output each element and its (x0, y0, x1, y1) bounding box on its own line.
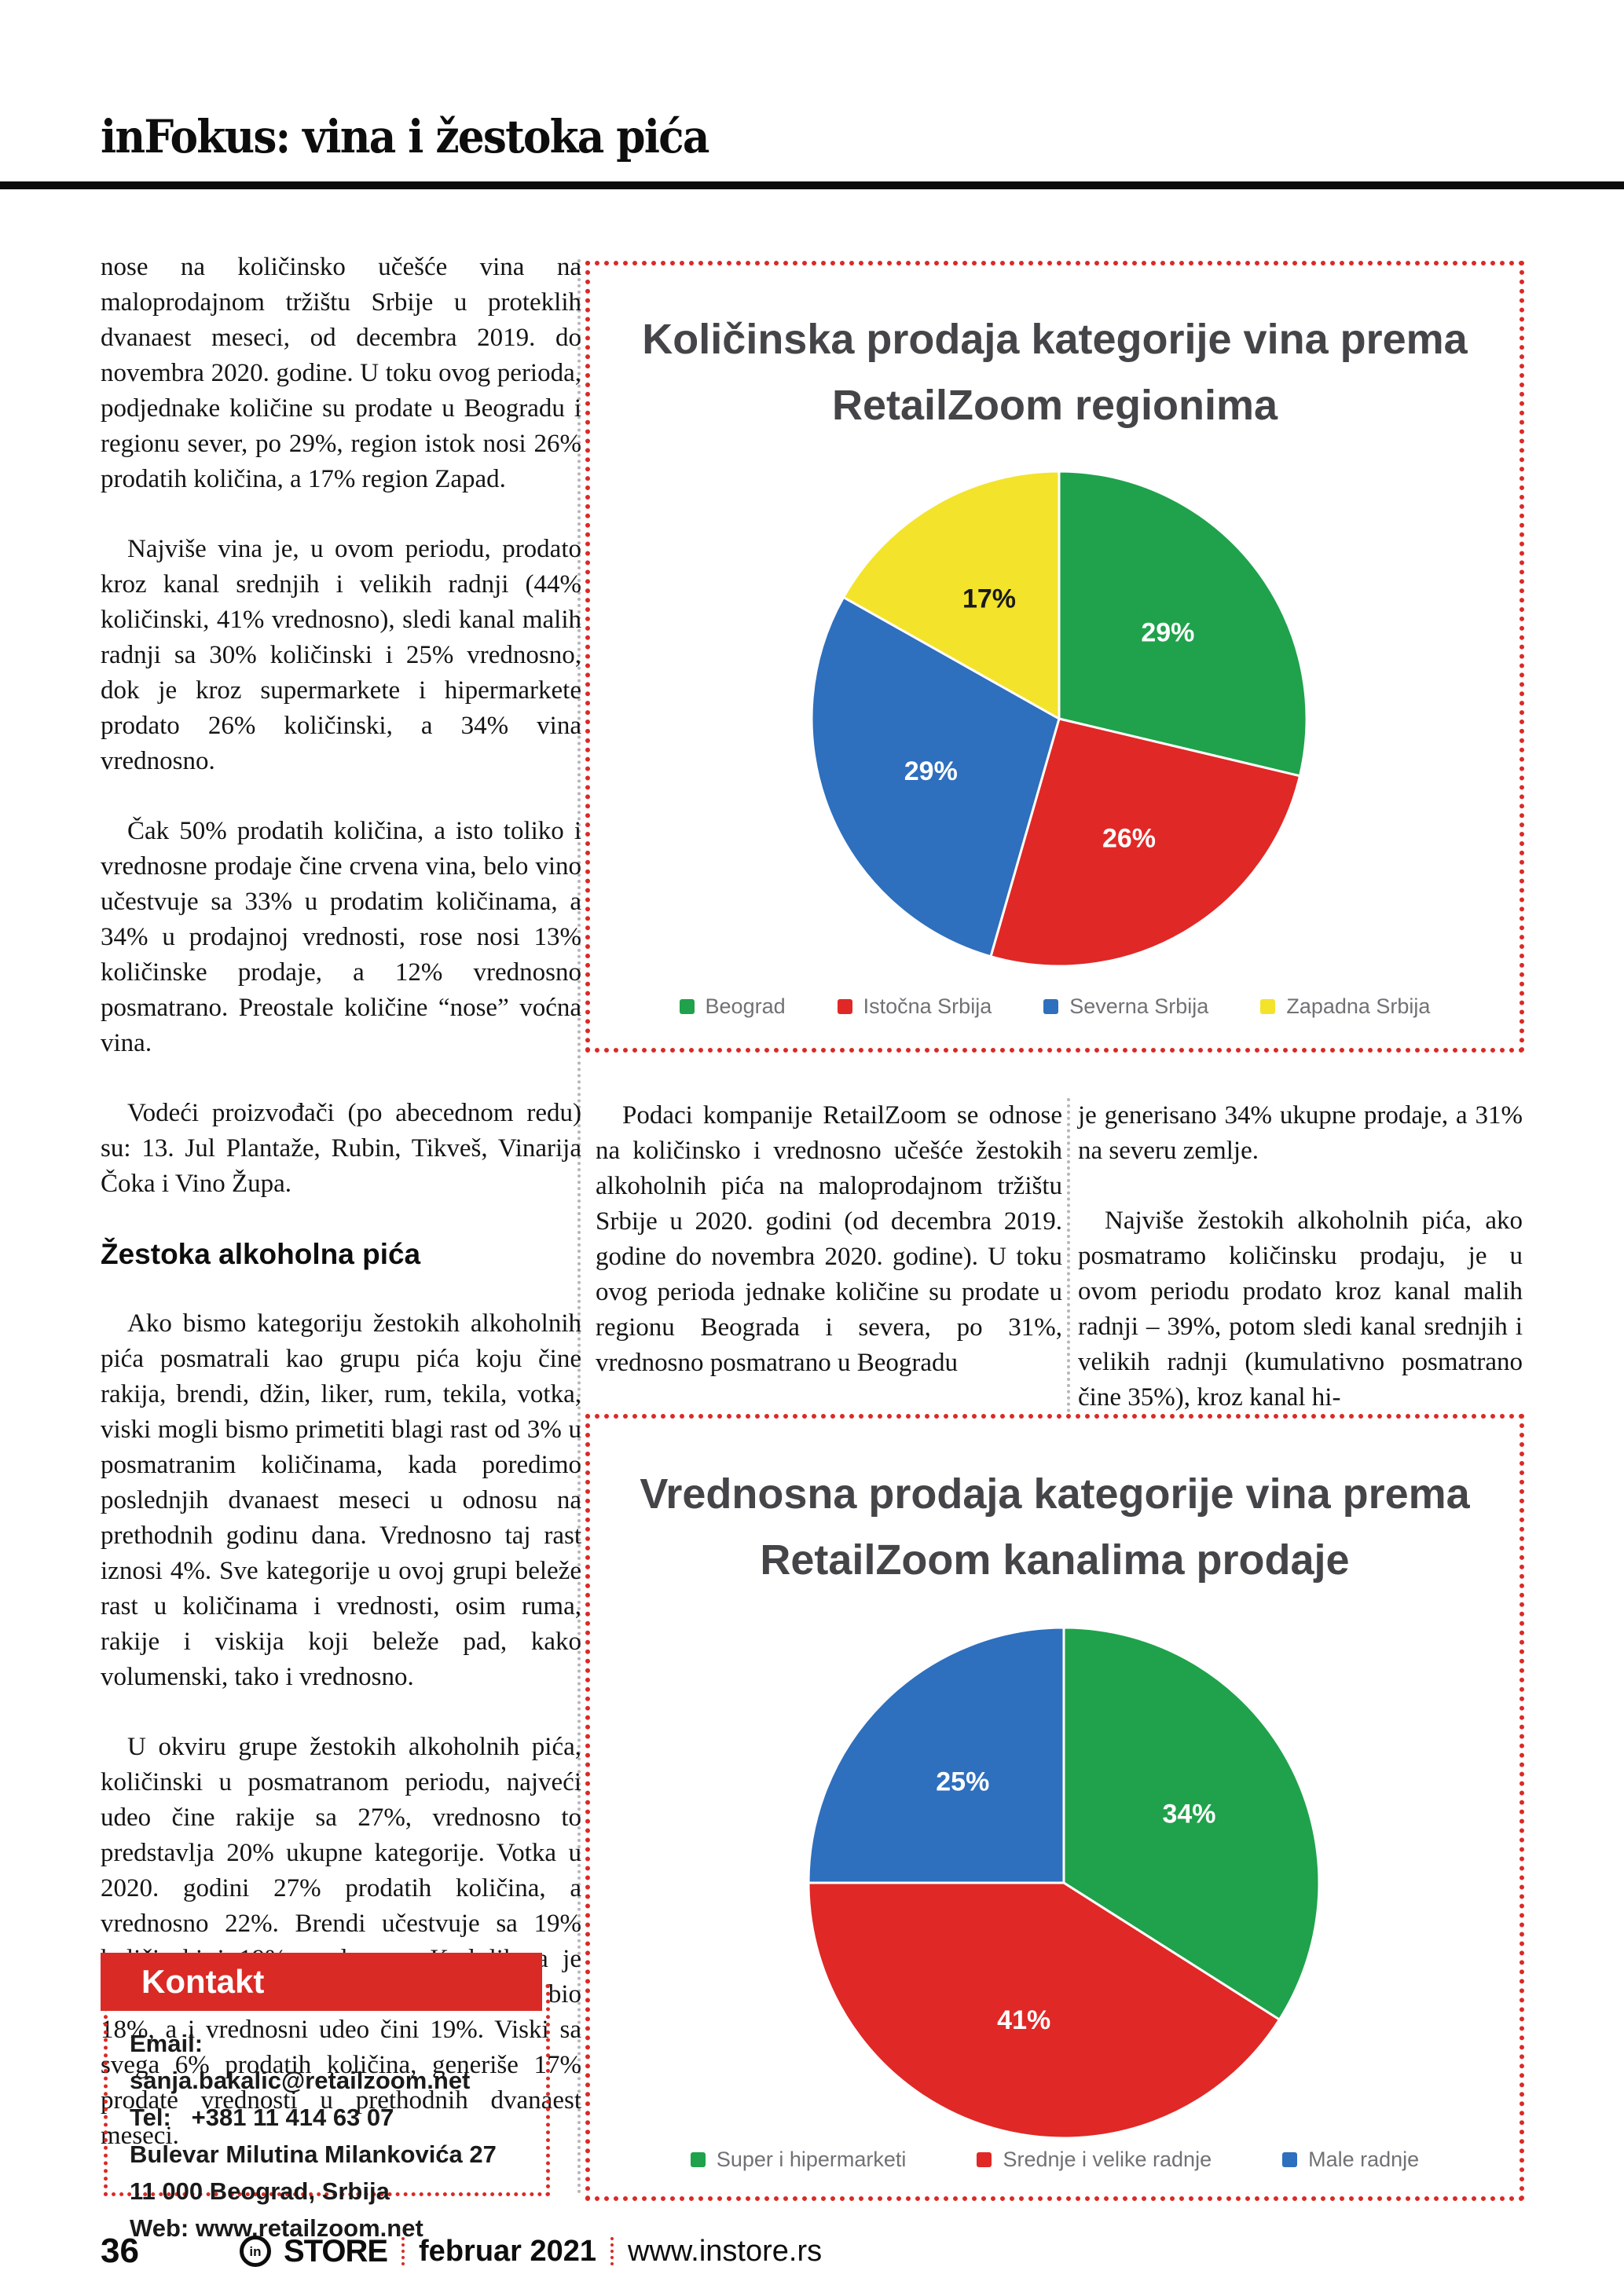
paragraph: Podaci kompanije RetailZoom se odnose na… (596, 1101, 1062, 1377)
left-text-column: nose na količinsko učešće vina na malopr… (101, 250, 581, 2188)
wine-channel-value-chart: Vrednosna prodaja kategorije vina prema … (585, 1414, 1524, 2201)
legend-item: Male radnje (1282, 2148, 1419, 2172)
legend-label: Male radnje (1308, 2148, 1420, 2171)
column-separator-main (577, 259, 581, 2195)
web-label: Web: (130, 2214, 189, 2242)
legend-label: Beograd (705, 994, 786, 1018)
pie-slice-Super i hipermarketi (1062, 1626, 1321, 2021)
chart-legend: Super i hipermarketi Srednje i velike rad… (590, 2148, 1520, 2172)
legend-swatch-icon (1043, 999, 1059, 1014)
web-value: www.retailzoom.net (195, 2214, 423, 2242)
chart-title: Količinska prodaja kategorije vina prema… (642, 316, 1468, 429)
right-text-column: je generisano 34% ukupne prodaje, a 31% … (1078, 1098, 1523, 1450)
legend-label: Zapadna Srbija (1286, 994, 1431, 1018)
legend-label: Severna Srbija (1069, 994, 1209, 1018)
email-value: sanja.bakalic@retailzoom.net (130, 2067, 471, 2094)
page-footer: 36 in STORE februar 2021 www.instore.rs (101, 2229, 1091, 2273)
kontakt-email-line: Email: sanja.bakalic@retailzoom.net (130, 2025, 538, 2099)
paragraph: nose na količinsko učešće vina na malopr… (101, 253, 581, 493)
paragraph: Čak 50% prodatih količina, a isto toliko… (101, 817, 581, 1057)
pie-value-label: 25% (936, 1767, 989, 1796)
legend-swatch-icon (1282, 2152, 1298, 2167)
pie-slice-Istočna Srbija (989, 717, 1301, 968)
footer-date: februar 2021 (419, 2234, 597, 2268)
legend-item: Srednje i velike radnje (977, 2148, 1212, 2172)
legend-item: Super i hipermarketi (690, 2148, 907, 2172)
page-title: inFokus: vina i žestoka pića (101, 110, 709, 163)
pie-slice-Male radnje (807, 1626, 1065, 1884)
legend-label: Istočna Srbija (863, 994, 992, 1018)
kontakt-tel-line: Tel: +381 11 414 63 07 (130, 2099, 538, 2136)
pie-value-label: 29% (1141, 618, 1194, 648)
legend-item: Beograd (679, 994, 786, 1019)
pie-slice-Beograd (1058, 470, 1308, 778)
legend-swatch-icon (679, 999, 695, 1014)
paragraph: Najviše žestokih alkoholnih pića, ako po… (1078, 1207, 1523, 1412)
legend-item: Zapadna Srbija (1260, 994, 1430, 1019)
page-number: 36 (101, 2232, 139, 2270)
kontakt-details: Email: sanja.bakalic@retailzoom.net Tel:… (130, 2025, 538, 2247)
tel-value: +381 11 414 63 07 (191, 2104, 394, 2131)
legend-item: Severna Srbija (1043, 994, 1208, 1019)
kontakt-web-line: Web: www.retailzoom.net (130, 2210, 538, 2247)
footer-separator-icon (401, 2237, 405, 2265)
email-label: Email: (130, 2030, 203, 2057)
chart-title: Vrednosna prodaja kategorije vina prema … (640, 1470, 1470, 1584)
footer-separator-icon (610, 2237, 614, 2265)
section-heading-spirits: Žestoka alkoholna pića (101, 1238, 421, 1270)
kontakt-address-line2: 11 000 Beograd, Srbija (130, 2177, 390, 2205)
chart-legend: Beograd Istočna Srbija Severna Srbija Zapad… (590, 994, 1520, 1019)
pie-slice-Zapadna Srbija (842, 470, 1061, 720)
legend-swatch-icon (690, 2152, 706, 2167)
legend-label: Srednje i velike radnje (1003, 2148, 1212, 2171)
tel-label: Tel: (130, 2104, 171, 2131)
kontakt-header-bar: Kontakt (101, 1953, 542, 2011)
brand-name: STORE (283, 2233, 388, 2269)
pie-slice-Severna Srbija (810, 595, 1061, 958)
legend-item: Istočna Srbija (837, 994, 992, 1019)
pie-value-label: 41% (997, 2005, 1050, 2035)
footer-site: www.instore.rs (628, 2234, 823, 2268)
legend-swatch-icon (977, 2152, 992, 2167)
middle-text-column: Podaci kompanije RetailZoom se odnose na… (596, 1098, 1062, 1415)
kontakt-address-line1: Bulevar Milutina Milankovića 27 (130, 2140, 497, 2168)
pie-value-label: 34% (1162, 1799, 1215, 1829)
legend-label: Super i hipermarketi (716, 2148, 907, 2171)
paragraph: Vodeći proizvođači (po abecednom redu) s… (101, 1099, 581, 1198)
pie-chart-channels: 34% 41% 25% (807, 1626, 1321, 2140)
pie-value-label: 17% (962, 584, 1016, 614)
paragraph: Najviše vina je, u ovom periodu, prodato… (101, 535, 581, 775)
kontakt-heading: Kontakt (141, 1963, 265, 2000)
legend-swatch-icon (837, 999, 852, 1014)
column-separator-middle-right (1067, 1098, 1070, 1412)
pie-value-label: 26% (1102, 823, 1156, 853)
pie-slice-Srednje i velike radnje (807, 1881, 1281, 2140)
pie-value-label: 29% (904, 756, 958, 786)
wine-region-volume-chart: Količinska prodaja kategorije vina prema… (585, 261, 1524, 1053)
instore-logo-icon: in (239, 2236, 271, 2267)
legend-swatch-icon (1260, 999, 1276, 1014)
header-rule (0, 181, 1624, 189)
paragraph: Ako bismo kategoriju žestokih alkoholnih… (101, 1309, 581, 1691)
paragraph: je generisano 34% ukupne prodaje, a 31% … (1078, 1101, 1523, 1165)
pie-chart-regions: 29% 26% 29% 17% (810, 470, 1308, 968)
footer-brand: in STORE (239, 2233, 388, 2269)
